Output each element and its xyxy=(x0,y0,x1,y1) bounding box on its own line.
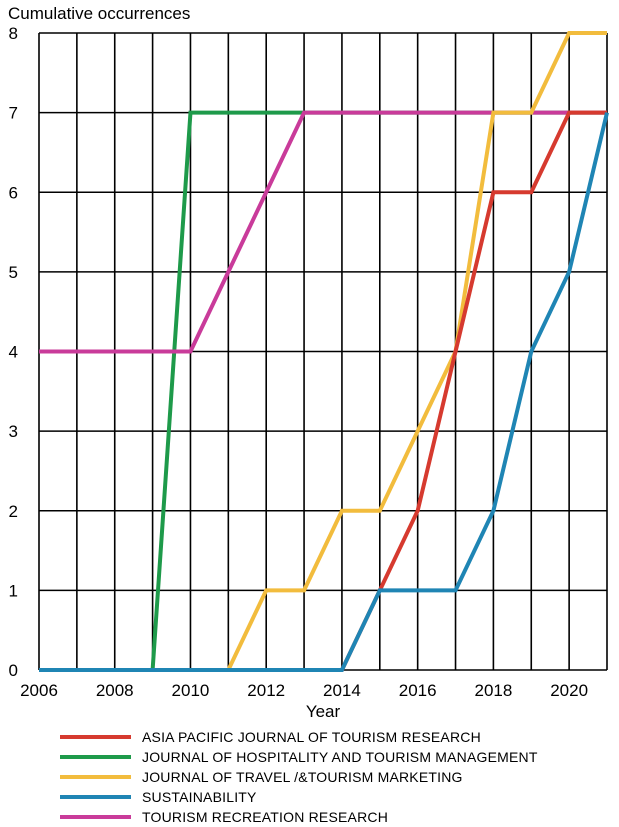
x-tick-label: 2008 xyxy=(96,681,134,700)
y-tick-labels: 0 1 2 3 4 5 6 7 8 xyxy=(9,24,18,680)
y-tick-label: 8 xyxy=(9,24,18,43)
legend-entry: SUSTAINABILITY xyxy=(142,789,257,805)
y-tick-label: 5 xyxy=(9,263,18,282)
legend: ASIA PACIFIC JOURNAL OF TOURISM RESEARCH… xyxy=(60,729,538,825)
y-tick-label: 3 xyxy=(9,422,18,441)
x-tick-label: 2020 xyxy=(550,681,588,700)
x-tick-label: 2012 xyxy=(247,681,285,700)
series-line xyxy=(39,112,609,672)
legend-entry: ASIA PACIFIC JOURNAL OF TOURISM RESEARCH xyxy=(142,729,481,745)
x-tick-label: 2016 xyxy=(399,681,437,700)
x-tick-label: 2018 xyxy=(474,681,512,700)
y-tick-label: 1 xyxy=(9,581,18,600)
y-tick-label: 0 xyxy=(9,661,18,680)
y-tick-label: 6 xyxy=(9,183,18,202)
x-tick-label: 2006 xyxy=(20,681,58,700)
x-axis-label: Year xyxy=(306,702,341,721)
y-tick-label: 7 xyxy=(9,104,18,123)
legend-entry: JOURNAL OF HOSPITALITY AND TOURISM MANAG… xyxy=(142,749,538,765)
series-lines xyxy=(39,31,609,672)
x-tick-labels: 2006 2008 2010 2012 2014 2016 2018 2020 xyxy=(20,681,588,700)
legend-entry: TOURISM RECREATION RESEARCH xyxy=(142,809,388,825)
legend-entry: JOURNAL OF TRAVEL /&TOURISM MARKETING xyxy=(142,769,463,785)
y-tick-label: 4 xyxy=(9,343,18,362)
x-tick-label: 2010 xyxy=(172,681,210,700)
x-tick-label: 2014 xyxy=(323,681,361,700)
y-tick-label: 2 xyxy=(9,502,18,521)
y-axis-label: Cumulative occurrences xyxy=(8,4,190,23)
